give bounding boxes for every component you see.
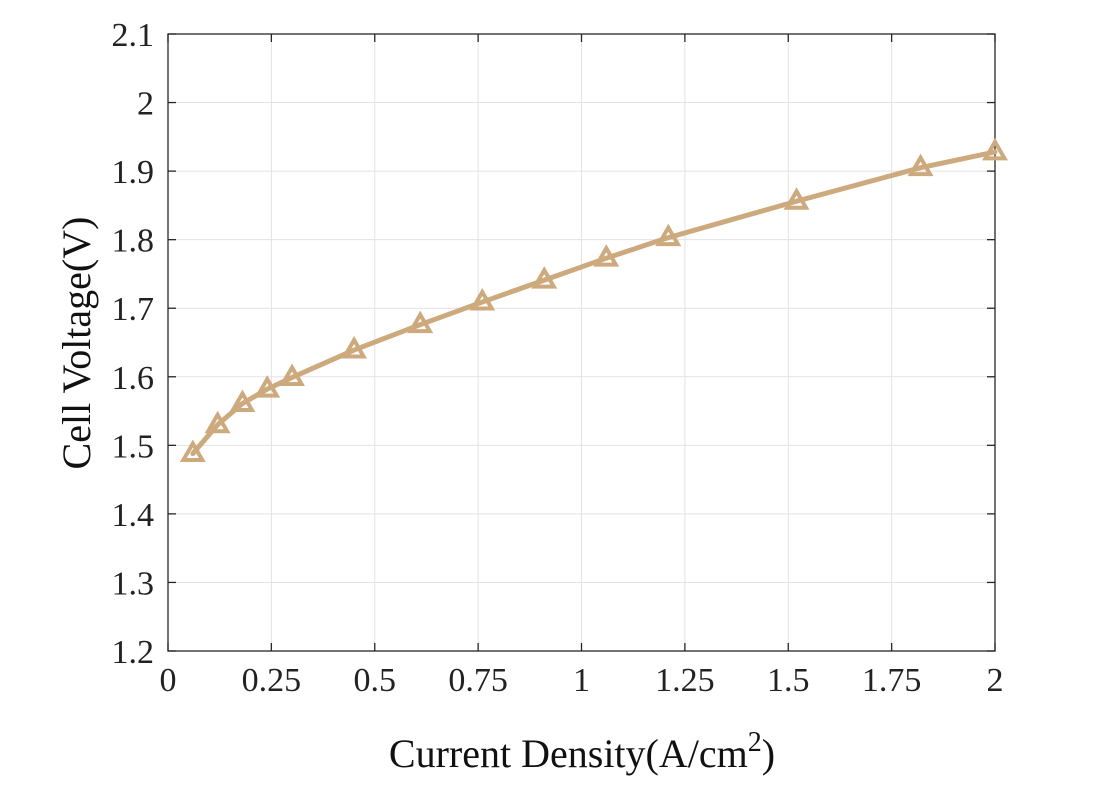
- data-point-triangle: [593, 244, 620, 267]
- y-tick-label: 1.2: [112, 634, 155, 671]
- y-axis-title: Cell Voltage(V): [54, 217, 99, 470]
- data-point-triangle: [783, 187, 810, 210]
- data-point-triangle: [907, 153, 934, 177]
- data-point-triangle: [229, 389, 256, 413]
- x-tick-label: 0: [160, 662, 177, 699]
- series-group: [179, 137, 1008, 463]
- data-point-triangle: [204, 410, 231, 434]
- x-tick-label: 1: [573, 662, 590, 699]
- y-tick-label: 1.7: [112, 291, 155, 328]
- data-point-triangle: [531, 266, 558, 289]
- x-tick-label: 0.75: [448, 662, 508, 699]
- x-axis-title-close: ): [762, 731, 775, 776]
- y-tick-label: 1.5: [112, 428, 155, 465]
- axis-ticks: 0 0.25 0.5 0.75 1 1.25 1.5 1.75 2 1.2 1.3 1.4 1.5 1.6…: [112, 17, 1004, 699]
- y-tick-label: 1.3: [112, 565, 155, 602]
- data-point-triangle: [279, 363, 306, 386]
- y-tick-label: 1.9: [112, 154, 155, 191]
- data-point-triangle: [655, 223, 682, 247]
- x-tick-label: 1.5: [767, 662, 810, 699]
- data-point-triangle: [982, 137, 1008, 161]
- y-tick-label: 2: [137, 86, 154, 123]
- x-tick-label: 0.25: [242, 662, 302, 699]
- x-axis-title-superscript: 2: [748, 727, 762, 758]
- x-tick-label: 1.25: [655, 662, 715, 699]
- y-tick-label: 2.1: [112, 17, 155, 54]
- x-tick-label: 2: [987, 662, 1004, 699]
- data-point-triangle: [469, 288, 496, 311]
- series-line: [190, 149, 998, 457]
- x-tick-label: 0.5: [354, 662, 397, 699]
- data-point-triangle: [407, 310, 434, 334]
- data-point-triangle: [254, 375, 281, 398]
- x-tick-label: 1.75: [862, 662, 922, 699]
- y-tick-label: 1.4: [112, 497, 155, 534]
- data-point-triangle: [179, 439, 206, 463]
- grid: [167, 33, 996, 652]
- x-axis-title: Current Density(A/cm2): [389, 727, 775, 776]
- y-tick-label: 1.6: [112, 360, 155, 397]
- data-point-triangle: [341, 336, 368, 359]
- y-tick-label: 1.8: [112, 223, 155, 260]
